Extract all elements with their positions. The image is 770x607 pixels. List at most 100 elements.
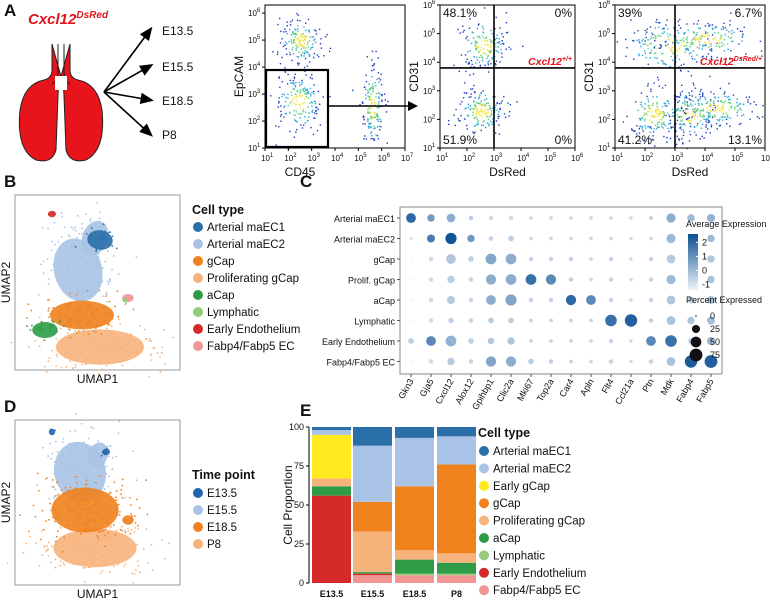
cell-dot [82,346,85,349]
event-dot [285,112,288,115]
event-dot [303,38,306,40]
event-dot [649,26,652,28]
bar-segment [312,427,351,431]
cell-dot [87,507,89,510]
cell-dot [109,324,111,326]
event-dot [692,42,694,44]
tick-exponent: 1 [257,143,261,149]
event-dot [380,126,382,128]
event-dot [643,140,645,142]
event-dot [658,113,660,115]
event-dot [476,46,478,48]
cell-dot [121,347,124,349]
cell-dot [76,214,79,217]
cell-dot [88,551,91,554]
event-dot [644,108,646,110]
event-dot [483,7,486,9]
event-dot [298,40,300,42]
event-dot [692,50,695,52]
cell-dot [77,546,80,549]
tick-base: 10 [423,30,432,39]
cell-dot [74,470,77,472]
event-dot [650,88,652,91]
event-dot [720,60,723,62]
event-dot [686,23,688,25]
event-dot [459,103,462,105]
event-dot [307,106,309,108]
cell-dot [86,493,89,496]
cell-dot [86,453,89,456]
event-dot [672,52,674,55]
cell-dot [77,261,80,263]
event-dot [691,90,693,92]
cell-dot [76,279,78,282]
event-dot [500,102,502,104]
cell-dot [137,565,140,567]
cell-dot [91,551,94,554]
legend-swatch [479,567,489,578]
event-dot [709,49,711,51]
event-dot [306,88,308,91]
event-dot [672,59,674,62]
event-dot [677,101,679,104]
expression-dot [648,359,654,364]
cell-dot [79,256,82,258]
event-dot [300,53,302,56]
event-dot [494,96,496,98]
cell-dot [114,533,117,536]
cell-dot [90,309,93,312]
x-axis-label: UMAP1 [77,587,119,601]
cell-dot [71,523,74,526]
cell-dot [47,298,49,301]
event-dot [497,41,499,44]
cell-dot [81,488,84,491]
event-dot [499,27,501,29]
event-dot [472,31,474,34]
cell-dot [96,257,99,260]
y-axis-label: CD31 [582,61,596,92]
arrow-head [139,64,154,76]
cell-dot [59,551,62,554]
event-dot [653,116,656,118]
event-dot [297,113,299,115]
event-dot [284,100,287,103]
tick-base: 10 [463,154,472,163]
event-dot [678,24,680,27]
expression-dot [608,359,614,364]
event-dot [376,135,379,137]
event-dot [377,92,380,94]
event-dot [289,24,292,26]
event-dot [289,79,292,82]
cell-dot [129,532,132,535]
cell-dot [113,255,115,257]
cell-dot [111,456,114,459]
event-dot [478,23,480,25]
cell-dot [107,524,110,527]
cell-dot [66,275,69,277]
cell-dot [121,496,124,499]
event-dot [699,120,702,122]
event-dot [487,61,489,63]
event-dot [471,88,474,90]
cell-dot [97,372,100,375]
event-dot [301,79,303,82]
event-dot [664,124,667,127]
cell-dot [75,357,78,360]
event-dot [688,92,690,94]
cell-dot [126,557,129,560]
event-dot [640,45,642,48]
event-dot [671,115,673,118]
cell-dot [68,250,70,253]
cell-dot [63,273,66,276]
tick-exponent: 3 [432,86,436,92]
expression-dot [485,356,497,367]
cell-dot [63,226,66,229]
cell-dot [104,312,107,315]
event-dot [506,31,509,34]
cell-dot [81,491,84,494]
expression-dot [508,235,514,242]
event-dot [318,103,321,106]
cell-dot [89,356,91,359]
event-dot [372,137,374,140]
event-dot [681,107,683,110]
